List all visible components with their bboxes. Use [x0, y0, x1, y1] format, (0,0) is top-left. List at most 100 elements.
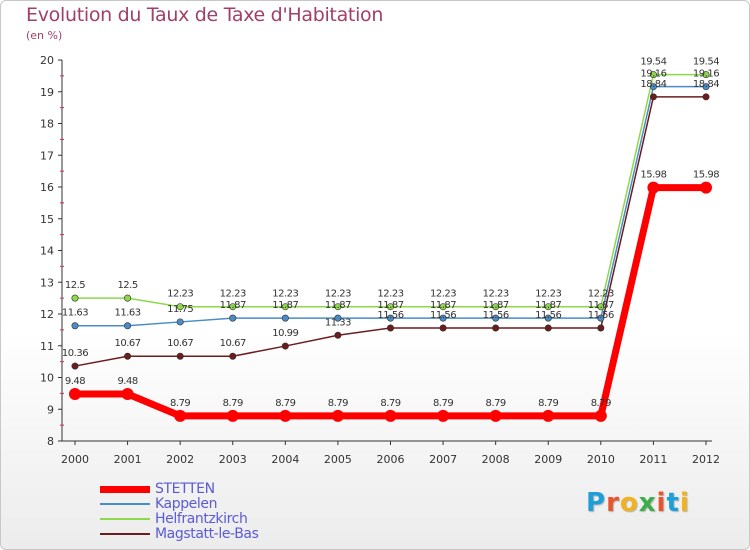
data-label: 10.99 [272, 328, 298, 339]
data-point [597, 324, 605, 332]
data-label: 8.79 [170, 398, 190, 409]
data-labels: 9.48 9.48 8.79 8.79 8.79 8.79 8.79 8.79 8.79 8.79… [62, 57, 720, 409]
data-point [176, 318, 184, 326]
data-point [647, 181, 660, 194]
axes: 8 9 10 11 12 13 14 15 16 17 18 19 20 2000 2001 2002 2003… [40, 54, 720, 466]
data-label: 12.23 [377, 289, 403, 300]
x-tick-label: 2003 [219, 453, 247, 466]
data-label: 8.79 [433, 398, 453, 409]
legend-label: Helfrantzkirch [155, 511, 248, 527]
legend-swatch [100, 503, 150, 505]
data-label: 19.54 [693, 57, 719, 68]
data-label: 8.79 [380, 398, 400, 409]
legend-swatch [100, 518, 150, 520]
data-point [71, 322, 79, 330]
data-label: 11.75 [167, 304, 193, 315]
data-label: 12.23 [535, 289, 561, 300]
data-label: 11.63 [62, 308, 88, 319]
data-point [71, 362, 79, 370]
data-point [439, 324, 447, 332]
data-point [229, 303, 237, 311]
data-label: 8.79 [486, 398, 506, 409]
data-label: 11.87 [588, 300, 614, 311]
data-label: 11.56 [377, 310, 403, 321]
data-point [71, 294, 79, 302]
x-tick-label: 2005 [324, 453, 352, 466]
data-label: 9.48 [117, 376, 137, 387]
y-tick-label: 16 [40, 181, 54, 194]
data-label: 11.87 [325, 300, 351, 311]
data-label: 11.63 [115, 308, 141, 319]
y-tick-label: 9 [47, 403, 54, 416]
data-label: 12.5 [65, 280, 85, 291]
data-point [384, 409, 397, 422]
x-tick-label: 2002 [166, 453, 194, 466]
series-lines [74, 73, 706, 420]
data-point [544, 303, 552, 311]
data-point [334, 303, 342, 311]
data-point [649, 93, 657, 101]
data-point [702, 83, 710, 91]
data-point [439, 303, 447, 311]
legend-label: Magstatt-le-Bas [155, 526, 259, 542]
data-label: 8.79 [275, 398, 295, 409]
data-point [544, 324, 552, 332]
data-label: 11.87 [430, 300, 456, 311]
data-point [229, 314, 237, 322]
data-point [702, 93, 710, 101]
data-label: 12.23 [272, 289, 298, 300]
data-point [226, 409, 239, 422]
data-label: 11.87 [272, 300, 298, 311]
data-label: 8.79 [591, 398, 611, 409]
data-point [281, 342, 289, 350]
data-label: 19.16 [693, 69, 719, 80]
data-point [281, 303, 289, 311]
y-tick-label: 14 [40, 245, 54, 258]
data-label: 18.84 [693, 79, 719, 90]
data-point [702, 71, 710, 79]
data-label: 8.79 [538, 398, 558, 409]
data-point [542, 409, 555, 422]
data-point [124, 352, 132, 360]
x-tick-label: 2000 [61, 453, 89, 466]
x-tick-label: 2010 [587, 453, 615, 466]
y-tick-label: 11 [40, 340, 54, 353]
series-points [69, 71, 712, 422]
data-label: 15.98 [693, 170, 719, 181]
legend-swatch [100, 533, 150, 535]
data-point [121, 388, 134, 401]
legend-label: Kappelen [155, 496, 218, 512]
data-label: 15.98 [640, 170, 666, 181]
chart-subtitle: (en %) [26, 29, 63, 42]
data-point [124, 322, 132, 330]
data-point [492, 303, 500, 311]
data-point [176, 352, 184, 360]
data-point [69, 388, 81, 401]
data-label: 12.23 [430, 289, 456, 300]
data-point [439, 314, 447, 322]
y-tick-label: 18 [40, 118, 54, 131]
data-point [176, 303, 184, 311]
data-point [700, 181, 712, 194]
data-label: 12.23 [167, 289, 193, 300]
x-tick-label: 2004 [271, 453, 299, 466]
data-label: 11.56 [483, 310, 509, 321]
data-point [597, 303, 605, 311]
y-tick-label: 15 [40, 213, 54, 226]
data-point [279, 409, 292, 422]
data-point [489, 409, 502, 422]
data-point [386, 303, 394, 311]
data-point [437, 409, 450, 422]
data-label: 10.67 [220, 338, 246, 349]
data-label: 19.16 [640, 69, 666, 80]
data-point [544, 314, 552, 322]
x-tick-label: 2001 [114, 453, 142, 466]
data-point [492, 314, 500, 322]
y-tick-label: 10 [40, 372, 54, 385]
data-label: 11.33 [325, 317, 351, 328]
data-point [597, 314, 605, 322]
data-label: 19.54 [640, 57, 666, 68]
data-label: 12.23 [588, 289, 614, 300]
data-label: 11.87 [377, 300, 403, 311]
